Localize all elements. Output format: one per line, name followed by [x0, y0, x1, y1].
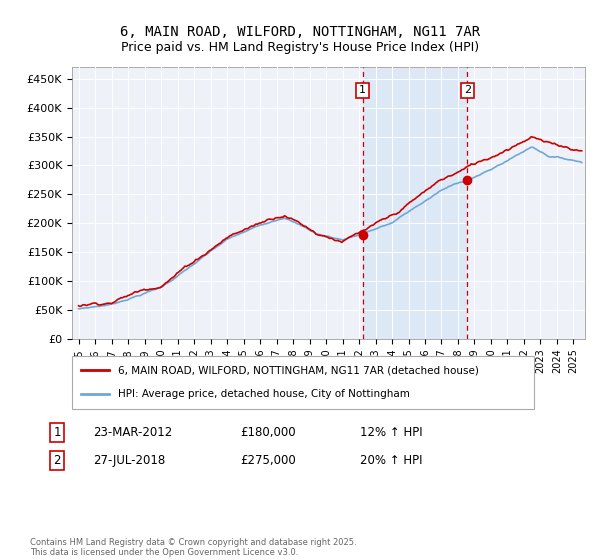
Text: 6, MAIN ROAD, WILFORD, NOTTINGHAM, NG11 7AR (detached house): 6, MAIN ROAD, WILFORD, NOTTINGHAM, NG11 …: [118, 366, 479, 376]
Text: 27-JUL-2018: 27-JUL-2018: [93, 454, 165, 467]
Text: Price paid vs. HM Land Registry's House Price Index (HPI): Price paid vs. HM Land Registry's House …: [121, 41, 479, 54]
Text: 6, MAIN ROAD, WILFORD, NOTTINGHAM, NG11 7AR: 6, MAIN ROAD, WILFORD, NOTTINGHAM, NG11 …: [120, 25, 480, 39]
Text: 20% ↑ HPI: 20% ↑ HPI: [360, 454, 422, 467]
Text: HPI: Average price, detached house, City of Nottingham: HPI: Average price, detached house, City…: [118, 389, 410, 399]
Text: £180,000: £180,000: [240, 426, 296, 439]
Text: 12% ↑ HPI: 12% ↑ HPI: [360, 426, 422, 439]
Text: £275,000: £275,000: [240, 454, 296, 467]
Bar: [362, 67, 467, 339]
FancyBboxPatch shape: [72, 356, 534, 409]
Text: Contains HM Land Registry data © Crown copyright and database right 2025.
This d: Contains HM Land Registry data © Crown c…: [30, 538, 356, 557]
Text: 2: 2: [53, 454, 61, 467]
Text: 2: 2: [464, 85, 471, 95]
Text: 1: 1: [53, 426, 61, 439]
Text: 1: 1: [359, 85, 366, 95]
Text: 23-MAR-2012: 23-MAR-2012: [93, 426, 172, 439]
